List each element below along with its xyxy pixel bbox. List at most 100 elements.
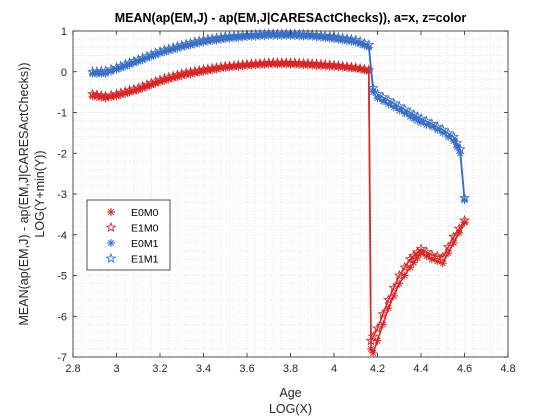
data-point-star (167, 41, 179, 53)
data-point-asterisk (444, 132, 453, 141)
data-point-asterisk (406, 263, 415, 272)
data-point-asterisk (229, 62, 238, 71)
x-tick-label: 3.4 (196, 363, 211, 375)
data-point-star (372, 88, 383, 99)
data-point-star (215, 61, 227, 72)
data-point-star (124, 84, 136, 96)
data-point-star (105, 221, 117, 233)
data-point-star (367, 82, 379, 93)
legend-label: E1M1 (131, 254, 159, 266)
legend-label: E1M0 (131, 223, 159, 235)
data-point-star (100, 90, 112, 101)
data-point-star (215, 31, 227, 43)
data-point-asterisk (378, 320, 387, 329)
y-tick-label: 0 (61, 67, 67, 79)
data-point-star (431, 120, 443, 132)
data-point-asterisk (422, 252, 431, 261)
legend-label: E0M1 (131, 238, 159, 250)
legend-label: E0M0 (131, 207, 159, 219)
data-point-star (111, 88, 122, 99)
data-point-star (128, 55, 140, 66)
data-point-star (137, 80, 149, 92)
data-point-asterisk (243, 61, 251, 70)
series-layer (87, 28, 471, 357)
y-tick-label: -4 (57, 230, 67, 242)
data-point-asterisk (101, 69, 110, 78)
data-point-asterisk (433, 125, 442, 134)
data-point-star (354, 35, 366, 47)
data-point-star (105, 252, 117, 264)
data-point-star (431, 250, 443, 261)
data-point-asterisk (406, 112, 415, 121)
x-tick-label: 3 (113, 363, 119, 375)
legend-box (86, 199, 171, 271)
data-point-asterisk (389, 291, 398, 300)
data-point-asterisk (369, 88, 378, 97)
data-point-star (198, 63, 209, 75)
data-point-asterisk (433, 257, 442, 266)
data-point-star (163, 71, 175, 83)
data-point-star (150, 75, 162, 87)
data-point-asterisk (438, 128, 447, 137)
data-point-asterisk (395, 106, 404, 115)
data-point-asterisk (427, 122, 436, 131)
data-point-star (224, 60, 236, 71)
data-point-star (150, 47, 162, 58)
legend: E0M0 E1M0 E0M1 E1M1 (86, 199, 171, 271)
data-point-star (176, 39, 188, 50)
data-point-star (437, 251, 449, 262)
data-point-asterisk (356, 40, 365, 49)
series-E1M0 (87, 57, 471, 346)
data-point-star (367, 330, 379, 342)
data-point-star (189, 36, 201, 47)
data-point-star (393, 269, 405, 281)
data-point-asterisk (369, 348, 378, 357)
data-point-star (237, 59, 249, 70)
data-point-asterisk (221, 35, 230, 44)
data-point-star (453, 222, 465, 234)
data-point-star (154, 45, 166, 57)
y-tick-label: 1 (61, 26, 67, 38)
data-point-star (145, 48, 157, 60)
data-point-asterisk (203, 37, 212, 46)
data-point-star (448, 131, 460, 142)
data-point-asterisk (417, 249, 425, 258)
y-tick-label: -5 (57, 271, 67, 283)
series-E1M1 (87, 28, 471, 203)
data-point-asterisk (216, 35, 225, 44)
data-point-star (232, 59, 244, 70)
x-tick-label: 4.6 (457, 363, 472, 375)
data-point-asterisk (238, 62, 247, 71)
y-tick-label: -1 (57, 108, 67, 120)
data-point-star (206, 32, 218, 44)
data-point-asterisk (449, 238, 458, 247)
data-point-star (202, 63, 214, 74)
data-point-star (458, 214, 471, 226)
data-point-star (189, 65, 201, 77)
data-point-asterisk (373, 94, 382, 103)
x-tick-label: 3.2 (152, 363, 167, 375)
axis-ticks: 2.8 3 3.2 3.4 3.6 3.8 4 4.2 4.4 4.6 4.8 -7 -6 -5 -4 -3 -… (57, 26, 515, 375)
x-tick-label: 4.8 (500, 363, 515, 375)
data-point-star (158, 72, 170, 84)
data-point-star (451, 137, 463, 148)
data-point-asterisk (221, 63, 230, 72)
data-point-asterisk (338, 63, 347, 72)
data-point-star (388, 97, 400, 109)
data-point-star (228, 59, 240, 71)
data-point-star (115, 60, 127, 71)
data-point-star (154, 74, 166, 85)
data-point-star (211, 61, 223, 73)
y-axis-label-secondary: LOG(Y+min(Y)) (33, 150, 47, 237)
data-point-star (119, 58, 131, 70)
data-point-asterisk (97, 69, 106, 78)
data-point-star (377, 91, 389, 102)
plot-area: 2.8 3 3.2 3.4 3.6 3.8 4 4.2 4.4 4.6 4.8 -7 -6 -5 -4 -3 -… (57, 26, 515, 375)
data-point-asterisk (366, 344, 375, 353)
data-point-star (350, 34, 362, 45)
data-point-asterisk (455, 228, 464, 237)
data-point-star (163, 43, 175, 54)
data-point-star (167, 70, 179, 81)
data-point-asterisk (347, 64, 356, 73)
